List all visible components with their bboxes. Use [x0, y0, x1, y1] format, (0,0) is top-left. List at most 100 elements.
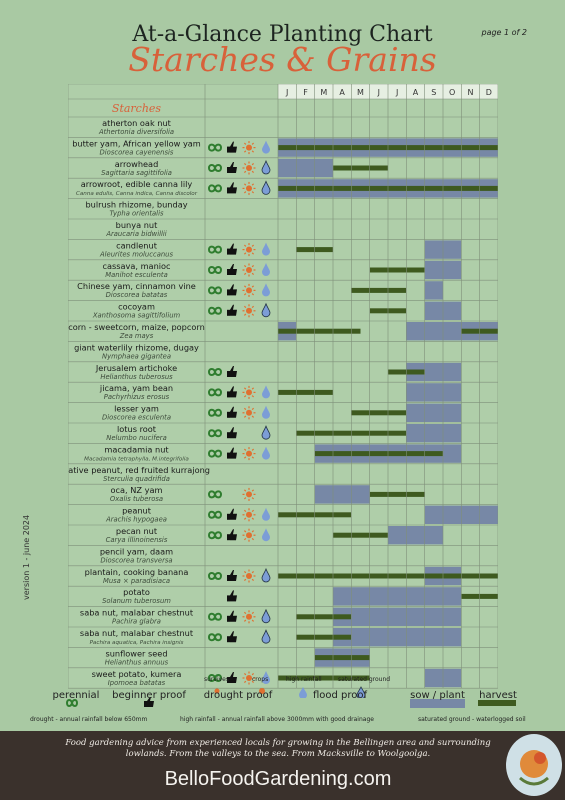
sun-ray — [243, 619, 247, 622]
thumb-icon — [227, 636, 230, 643]
sun-ray — [243, 272, 247, 276]
sun-ray — [243, 570, 247, 574]
perennial-icon — [207, 429, 223, 438]
thumb-icon — [227, 677, 230, 683]
crop-name: peanut — [122, 506, 152, 516]
sun-ray — [251, 672, 255, 676]
sun-icon — [246, 532, 252, 539]
saturated-drop-icon — [261, 302, 271, 318]
crop-latin: Pachira aquatica, Pachira insignis — [90, 640, 184, 646]
sun-icon — [246, 409, 252, 416]
sun-ray — [251, 142, 255, 145]
sun-ray — [251, 611, 255, 615]
crop-latin: Pachira glabra — [112, 618, 161, 626]
legend-rain-note: high rainfall - annual rainfall above 30… — [180, 716, 374, 723]
sow-bar — [406, 383, 462, 402]
crop-name: lesser yam — [114, 404, 159, 414]
sun-icon — [246, 246, 252, 253]
sow-bar — [406, 403, 462, 422]
sun-ray — [243, 517, 247, 520]
sun-icon — [246, 267, 252, 273]
thumb-icon — [230, 427, 237, 439]
crop-latin: Musa × paradisiaca — [103, 577, 170, 585]
crop-latin: Helianthus annuus — [105, 658, 169, 666]
month-label: M — [357, 88, 364, 97]
thumb-icon — [227, 289, 230, 296]
sun-ray — [251, 264, 255, 268]
saturated-drop-icon — [261, 180, 271, 195]
crop-latin: Ipomoea batatas — [108, 679, 166, 687]
thumb-icon — [227, 391, 230, 398]
sun-ray — [251, 570, 255, 574]
legend-survives: survives — [204, 676, 229, 683]
month-label: A — [413, 88, 419, 97]
crop-latin: Dioscorea transversa — [100, 556, 172, 564]
thumb-icon — [227, 167, 230, 173]
thumb-icon — [227, 146, 230, 153]
crop-latin: Oxalis tuberosa — [110, 495, 163, 503]
crop-name: atherton oak nut — [102, 118, 172, 128]
sun-ray — [251, 537, 255, 541]
legend-drought: drought proof — [203, 690, 273, 701]
footer-site-link[interactable]: BelloFoodGardening.com — [164, 768, 392, 790]
crop-latin: Dioscorea cayenensis — [100, 148, 174, 156]
crop-name: jicama, yam bean — [99, 383, 173, 393]
month-label: J — [377, 88, 380, 97]
crop-name: corn - sweetcorn, maize, popcorn — [68, 322, 205, 332]
thumb-icon — [227, 595, 230, 602]
thumb-icon — [227, 534, 230, 541]
sun-ray — [251, 305, 255, 309]
sow-bar — [406, 424, 462, 443]
sun-ray — [251, 517, 255, 520]
crop-name: Chinese yam, cinnamon vine — [77, 281, 196, 291]
legend-saturated-ground: saturated ground — [338, 676, 391, 683]
sow-bar — [314, 485, 370, 504]
sun-ray — [243, 170, 247, 174]
thumb-icon — [230, 529, 237, 541]
legend-crops-sun-icon — [259, 688, 265, 694]
saturated-drop-icon — [261, 608, 271, 624]
thumb-icon — [230, 447, 237, 459]
thumb-icon — [230, 366, 237, 377]
legend-beginner: beginner proof — [112, 690, 186, 701]
sun-ray — [251, 407, 255, 411]
sun-ray — [243, 313, 247, 316]
month-label: A — [339, 88, 345, 97]
thumb-icon — [227, 575, 230, 581]
month-label: O — [449, 88, 455, 97]
sun-ray — [251, 456, 255, 459]
month-label: J — [395, 88, 398, 97]
rain-drop-icon — [262, 507, 270, 521]
perennial-icon — [207, 388, 223, 397]
crop-latin: Carya illinoinensis — [106, 536, 168, 544]
sun-ray — [243, 285, 247, 288]
sun-ray — [243, 150, 247, 153]
rain-drop-icon — [262, 263, 270, 276]
page-number: page 1 of 2 — [481, 28, 528, 37]
legend-thumb-icon — [144, 697, 154, 707]
crop-name: cassava, manioc — [102, 261, 170, 271]
sun-ray — [243, 387, 247, 390]
crop-name: arrowroot, edible canna lily — [81, 179, 193, 189]
sun-ray — [243, 497, 247, 500]
legend-drought-note: drought - annual rainfall below 650mm — [30, 716, 148, 723]
sun-ray — [243, 680, 247, 684]
sun-ray — [243, 142, 247, 145]
perennial-icon — [207, 184, 223, 193]
sun-ray — [251, 680, 255, 684]
thumb-icon — [230, 610, 237, 622]
saturated-drop-icon — [261, 567, 271, 583]
sun-ray — [251, 619, 255, 622]
thumb-icon — [230, 406, 237, 418]
page-subtitle: Starches & Grains — [128, 40, 437, 79]
crop-latin: Manihot esculenta — [105, 271, 168, 279]
sun-ray — [251, 448, 255, 451]
sun-ray — [251, 489, 255, 492]
perennial-icon — [207, 245, 223, 254]
crop-latin: Solanum tuberosum — [102, 597, 171, 605]
month-label: M — [320, 88, 327, 97]
crop-name: sunflower seed — [105, 648, 167, 658]
rain-drop-icon — [262, 283, 270, 297]
sow-bar — [388, 526, 443, 545]
saturated-drop-icon — [261, 629, 271, 644]
